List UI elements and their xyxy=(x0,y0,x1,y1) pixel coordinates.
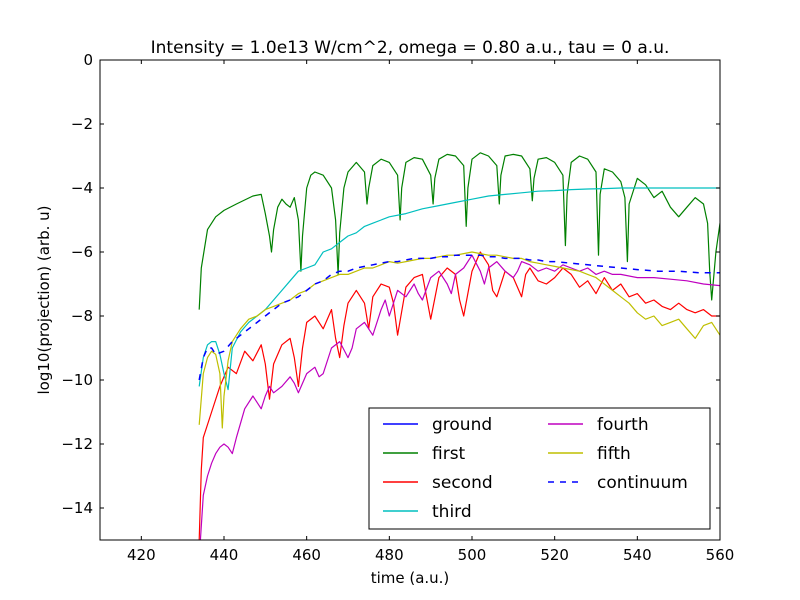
series-layer xyxy=(198,152,720,540)
tick-layer: 420 440 460 480 500 520 540 560 0 −2 −4 −6 −8 −10 −12 −… xyxy=(61,51,734,564)
x-tick-label: 420 xyxy=(127,546,156,564)
series-line-fifth xyxy=(198,251,720,429)
legend-label-third: third xyxy=(432,502,472,522)
legend-box xyxy=(368,407,711,530)
x-tick-label: 540 xyxy=(623,546,652,564)
y-tick-label: 0 xyxy=(83,51,93,69)
legend-label-ground: ground xyxy=(432,415,492,435)
x-tick-label: 500 xyxy=(458,546,487,564)
series-line-continuum xyxy=(198,254,720,381)
y-tick-label: −12 xyxy=(61,435,93,453)
legend-label-continuum: continuum xyxy=(597,473,688,493)
x-tick-label: 520 xyxy=(540,546,569,564)
plot-frame xyxy=(99,59,721,541)
x-axis-label: time (a.u.) xyxy=(371,569,450,587)
legend-label-second: second xyxy=(432,473,493,493)
y-tick-label: −2 xyxy=(71,115,93,133)
y-axis-label: log10(projection) (arb. u) xyxy=(35,206,53,395)
series-line-first xyxy=(198,152,720,310)
series-line-second xyxy=(198,251,720,540)
y-tick-label: −14 xyxy=(61,499,93,517)
x-tick-label: 560 xyxy=(706,546,735,564)
legend-label-fifth: fifth xyxy=(597,444,631,464)
y-tick-label: −10 xyxy=(61,371,93,389)
legend-label-first: first xyxy=(432,444,466,464)
x-tick-label: 460 xyxy=(292,546,321,564)
x-tick-label: 480 xyxy=(375,546,404,564)
y-tick-label: −6 xyxy=(71,243,93,261)
legend: ground first second third fourth fifth continu… xyxy=(368,407,711,530)
x-tick-label: 440 xyxy=(210,546,239,564)
series-line-fourth xyxy=(199,254,720,540)
series-line-third xyxy=(198,187,720,391)
legend-label-fourth: fourth xyxy=(597,415,649,435)
y-tick-label: −8 xyxy=(71,307,93,325)
chart-title: Intensity = 1.0e13 W/cm^2, omega = 0.80 … xyxy=(151,38,670,58)
y-tick-label: −4 xyxy=(71,179,93,197)
